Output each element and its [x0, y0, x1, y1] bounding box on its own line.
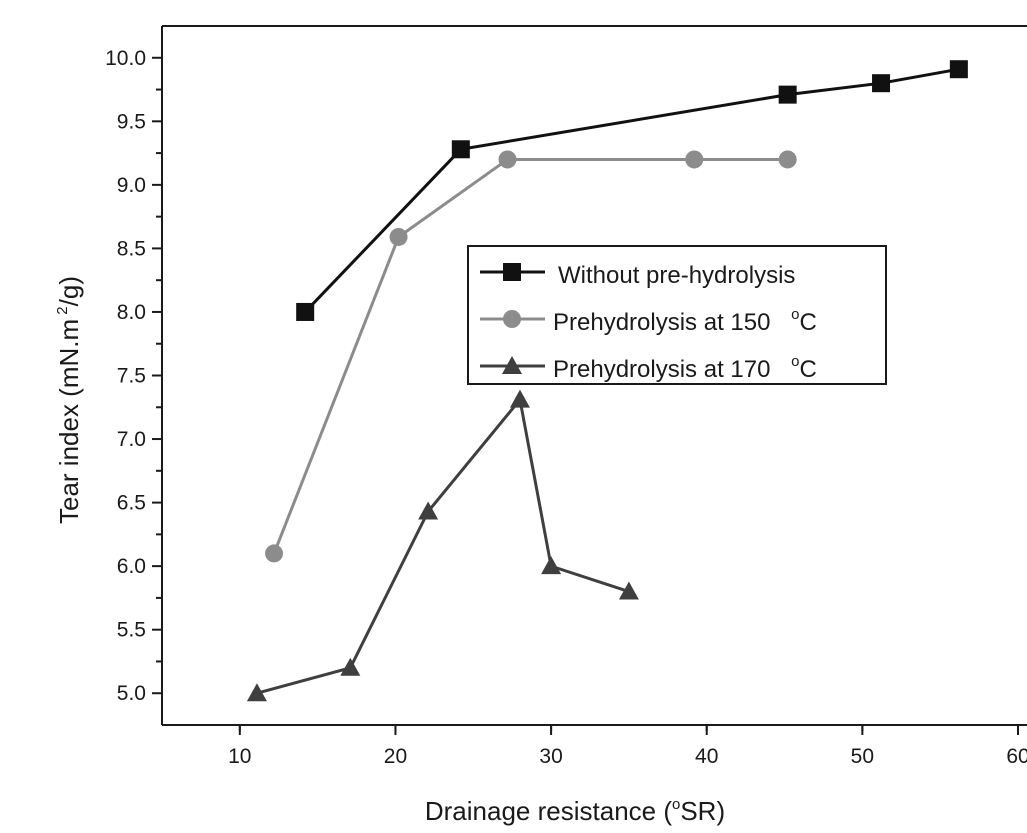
data-point [340, 657, 361, 676]
y-tick-label: 7.5 [117, 365, 146, 388]
legend-entries [480, 263, 545, 374]
legend-label-2: Prehydrolysis at 170 oC [553, 353, 817, 383]
legend-box [467, 245, 887, 385]
data-point [246, 683, 267, 702]
series-0 [296, 60, 968, 321]
data-point [778, 85, 797, 104]
y-tick-label: 6.5 [117, 492, 146, 515]
data-point [296, 302, 315, 321]
data-point [265, 544, 284, 563]
y-tick-label: 7.0 [117, 428, 146, 451]
x-tick-label: 40 [695, 745, 718, 768]
data-point [618, 581, 639, 600]
data-point [949, 60, 968, 79]
y-axis-ticks: 5.0 5.5 6.0 6.5 7.0 7.5 8.0 8.5 9.0 9.5 10.0 [105, 47, 162, 705]
y-tick-label: 9.5 [117, 110, 146, 133]
legend-marker [502, 356, 522, 374]
legend-marker [503, 263, 521, 281]
series-1 [265, 150, 797, 563]
x-tick-label: 20 [384, 745, 407, 768]
y-tick-label: 5.5 [117, 619, 146, 642]
series-2 [246, 389, 639, 702]
y-tick-label: 8.0 [117, 301, 146, 324]
y-tick-label: 10.0 [105, 47, 146, 70]
series-layer [246, 60, 968, 702]
legend-label-0: Without pre-hydrolysis [558, 262, 795, 289]
data-point [778, 150, 797, 169]
data-point [685, 150, 704, 169]
x-axis-ticks: 10 20 30 40 50 60 [228, 725, 1027, 768]
y-axis-title: Tear index (mN.m 2/g) [54, 276, 84, 524]
y-tick-label: 5.0 [117, 682, 146, 705]
data-point [541, 556, 562, 575]
legend-label-1: Prehydrolysis at 150 oC [553, 306, 817, 336]
data-point [451, 140, 470, 159]
series-line [256, 396, 630, 695]
x-axis-title: Drainage resistance (oSR) [425, 796, 725, 826]
data-point [389, 227, 408, 246]
data-point [498, 150, 517, 169]
y-tick-label: 9.0 [117, 174, 146, 197]
legend: Without pre-hydrolysis Prehydrolysis at … [467, 245, 887, 385]
x-tick-label: 60 [1006, 745, 1027, 768]
y-tick-label: 6.0 [117, 555, 146, 578]
data-point [509, 389, 530, 408]
legend-marker [503, 310, 521, 328]
y-tick-label: 8.5 [117, 237, 146, 260]
x-tick-label: 10 [228, 745, 251, 768]
x-tick-label: 50 [851, 745, 874, 768]
data-point [418, 501, 439, 520]
x-tick-label: 30 [539, 745, 562, 768]
data-point [872, 74, 891, 93]
